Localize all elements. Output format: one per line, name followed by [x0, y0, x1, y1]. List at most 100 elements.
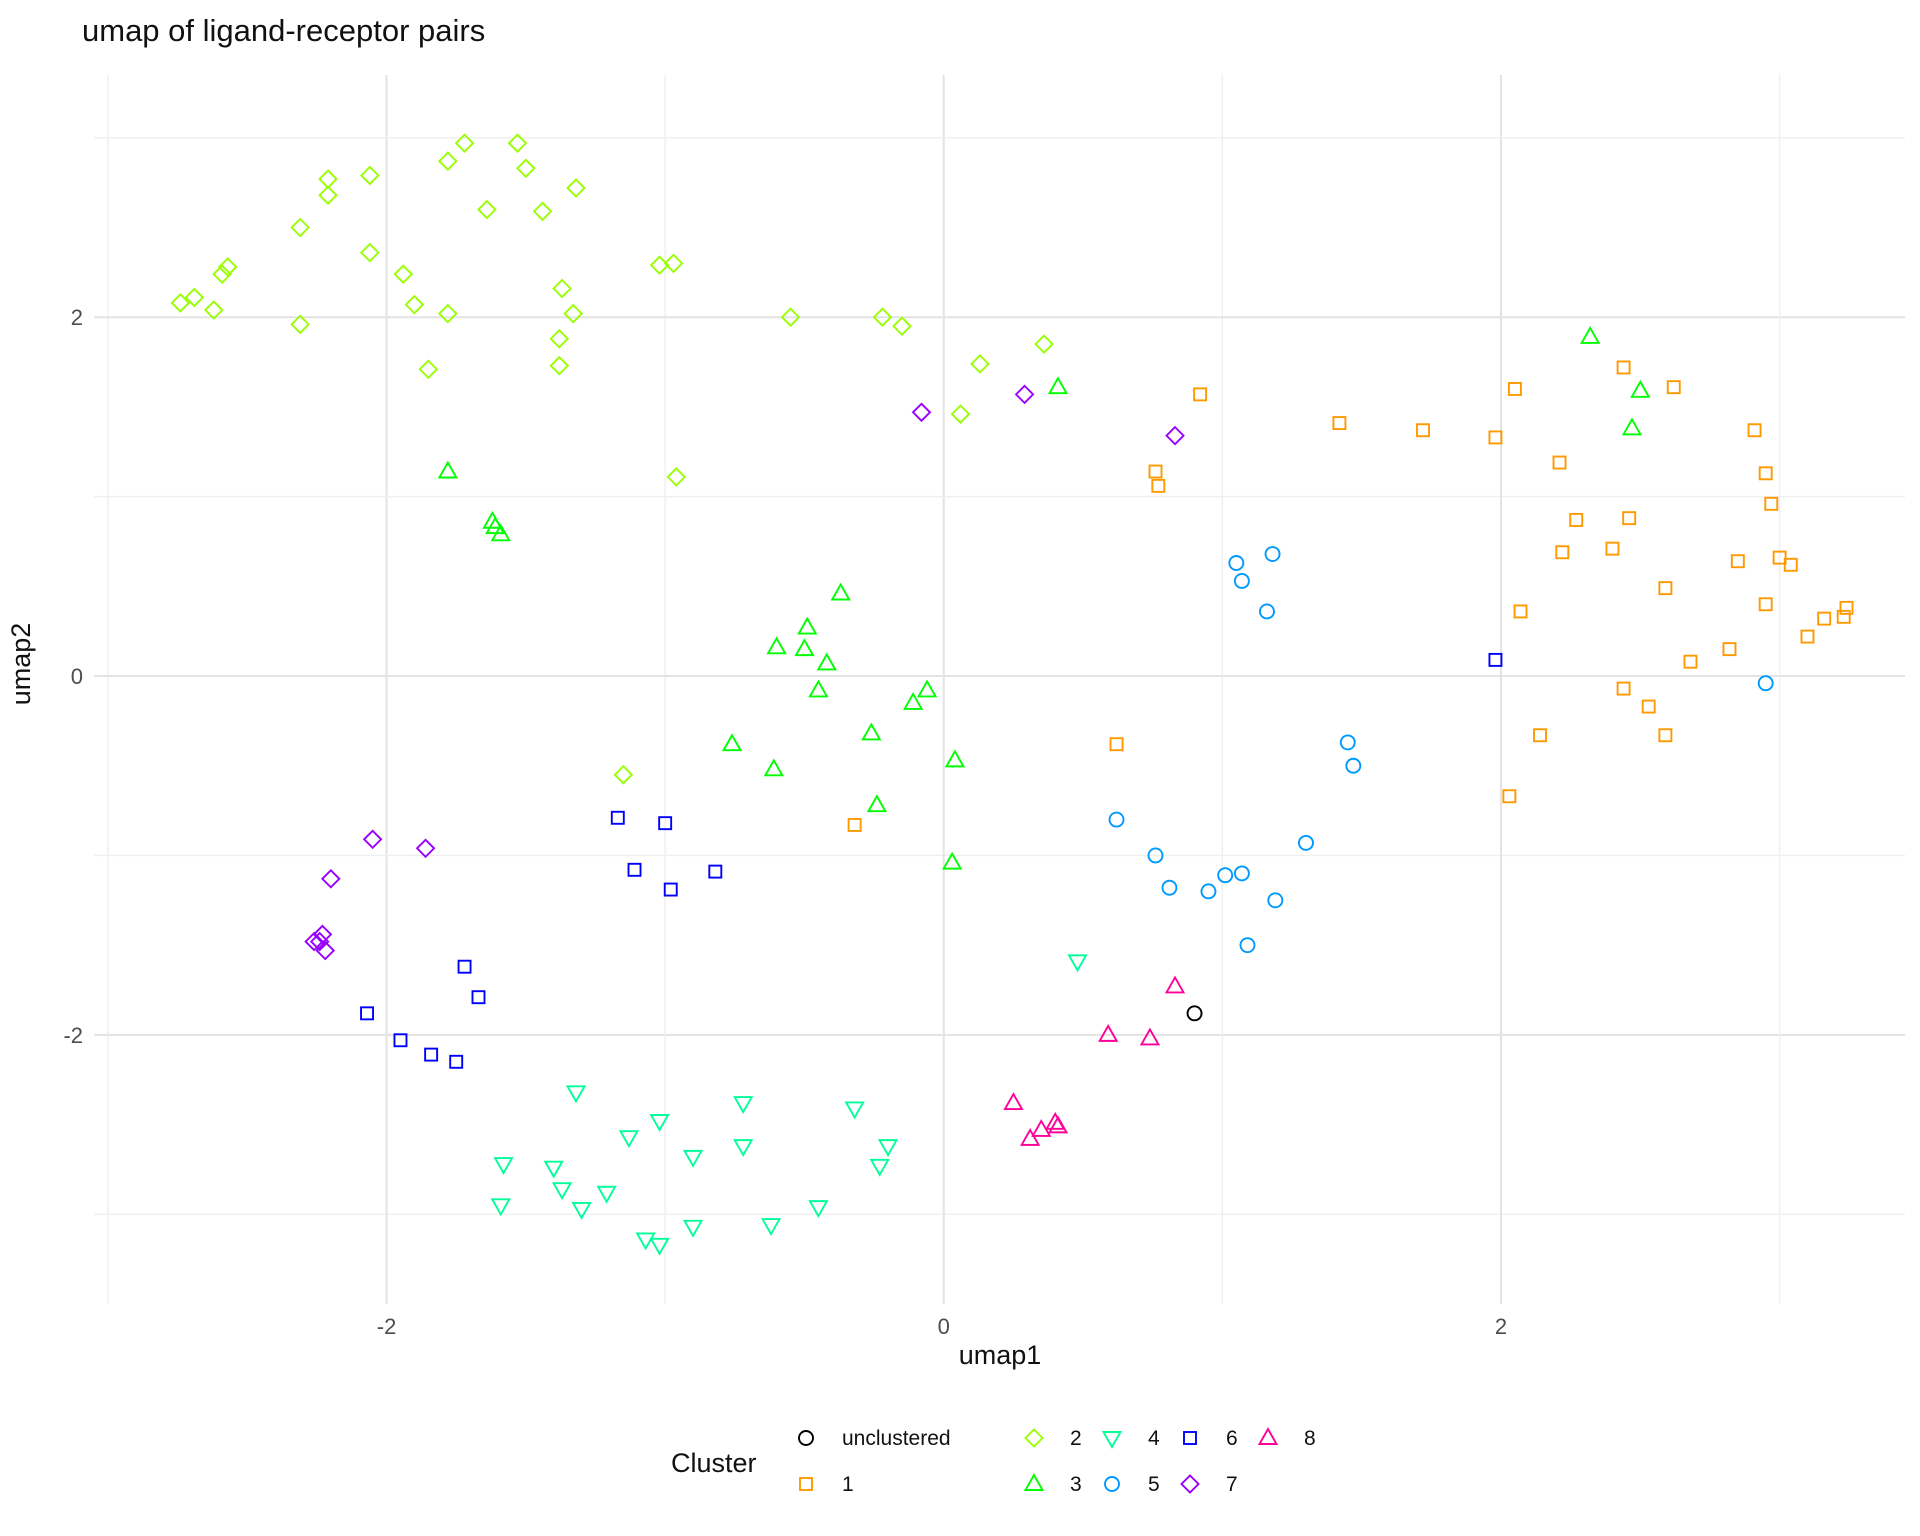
legend-item: 1 [799, 1473, 854, 1496]
data-point [437, 151, 458, 171]
data-point [721, 733, 743, 752]
data-point [1098, 1023, 1119, 1042]
legend-label: unclustered [842, 1427, 951, 1450]
data-point [1616, 360, 1631, 375]
data-point [1259, 603, 1275, 620]
data-point [549, 328, 570, 349]
data-point [359, 165, 380, 186]
data-point [315, 940, 336, 961]
data-point [1621, 417, 1643, 436]
data-point [1031, 1119, 1052, 1137]
data-point [320, 868, 341, 889]
data-point [663, 253, 684, 274]
x-tick-label: 0 [938, 1314, 950, 1339]
legend-item: unclustered [798, 1427, 951, 1450]
data-point [682, 1149, 704, 1168]
data-point [543, 1160, 564, 1179]
legend-title: Cluster [671, 1448, 757, 1478]
legend-label: 8 [1304, 1427, 1316, 1450]
data-point [457, 959, 472, 974]
data-point [1758, 466, 1773, 481]
data-point [477, 199, 497, 220]
data-point [797, 616, 818, 635]
data-point [485, 516, 506, 535]
data-point [1658, 581, 1673, 596]
data-point [872, 307, 893, 328]
data-point [490, 1198, 511, 1217]
data-point [766, 636, 787, 655]
data-point [571, 1201, 592, 1220]
data-point [1839, 600, 1854, 615]
data-point [1165, 425, 1185, 446]
data-point [1161, 879, 1178, 896]
series-8 [1003, 975, 1186, 1146]
data-point [1233, 573, 1250, 589]
legend-item: 5 [1104, 1473, 1160, 1496]
data-point [830, 582, 851, 601]
data-point [1722, 642, 1737, 657]
data-point [1345, 757, 1362, 774]
data-point [1020, 1128, 1041, 1146]
data-point [1513, 604, 1528, 619]
series-3 [437, 326, 1651, 870]
data-point [1217, 867, 1234, 884]
axis-ticks: -2 0 2 -2 0 2 [63, 305, 1507, 1339]
data-point [304, 931, 324, 952]
data-point [549, 355, 570, 376]
data-point [916, 679, 938, 698]
legend-key [798, 1430, 814, 1446]
data-point [816, 652, 837, 671]
data-point [869, 1158, 890, 1177]
data-point [1264, 546, 1281, 562]
data-point [610, 810, 625, 825]
legend-key [799, 1477, 813, 1491]
data-point [1605, 541, 1620, 556]
data-point [1148, 464, 1163, 479]
data-point [1507, 382, 1522, 396]
series-5 [1108, 546, 1774, 954]
legend-item: 7 [1180, 1473, 1238, 1496]
data-point [844, 1101, 865, 1120]
data-point [877, 1139, 899, 1158]
data-point [1758, 597, 1773, 612]
data-point [1555, 545, 1570, 560]
data-point [1641, 699, 1656, 714]
data-point [808, 679, 829, 698]
legend-key [1180, 1474, 1200, 1494]
data-point [847, 818, 862, 832]
data-point [418, 359, 439, 380]
data-point [1139, 1027, 1161, 1046]
data-point [1003, 1092, 1024, 1111]
data-point [362, 829, 383, 850]
data-point [393, 264, 414, 284]
legend-label: 3 [1070, 1473, 1082, 1496]
legend: Cluster unclustered 1 2 3 4 5 6 7 8 [671, 1427, 1316, 1496]
data-point [627, 862, 642, 877]
data-point [1298, 834, 1314, 851]
data-point [1502, 789, 1517, 804]
data-point [1800, 629, 1815, 644]
y-tick-label: 0 [71, 664, 83, 689]
data-point [1747, 423, 1762, 438]
data-point [1109, 737, 1124, 752]
legend-label: 4 [1148, 1427, 1160, 1450]
data-point [635, 1232, 656, 1251]
data-point [1630, 379, 1651, 398]
data-point [1580, 326, 1601, 344]
x-tick-label: -2 [377, 1314, 397, 1339]
y-tick-label: 2 [71, 305, 83, 330]
data-point [780, 307, 801, 328]
data-point [1186, 1005, 1203, 1022]
data-point [1233, 865, 1250, 882]
data-point [563, 303, 584, 324]
data-point [1193, 387, 1208, 402]
data-point [424, 1047, 439, 1062]
data-point [212, 264, 233, 284]
data-point [184, 287, 205, 308]
series-7 [304, 384, 1185, 961]
series-1 [847, 360, 1854, 832]
data-point [552, 278, 572, 299]
data-point [415, 838, 436, 859]
data-points [170, 133, 1854, 1256]
data-point [892, 316, 912, 337]
